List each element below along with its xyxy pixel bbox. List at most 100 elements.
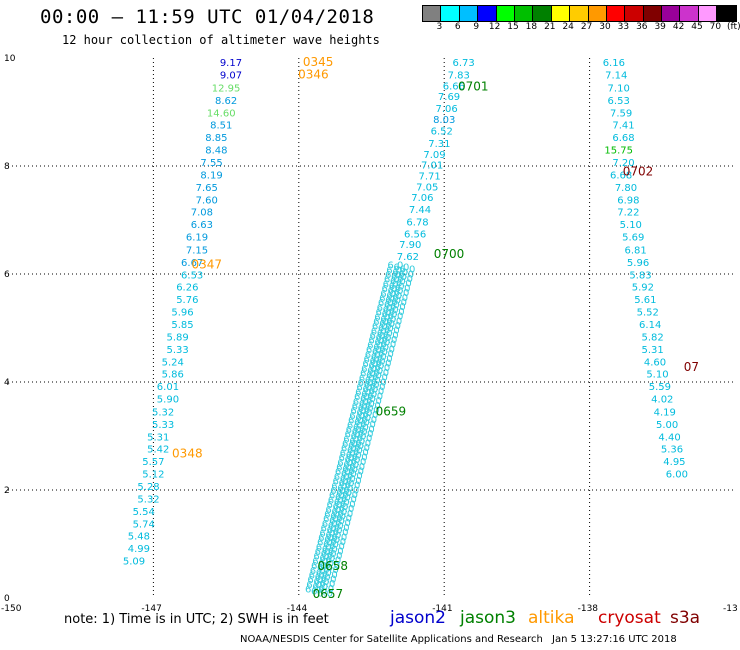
- track-time-label: 0700: [434, 247, 465, 261]
- wave-height-value: 7.83: [448, 71, 470, 82]
- wave-height-value: 9.17: [220, 58, 242, 69]
- swath-mark: 6.0: [379, 344, 395, 355]
- wave-height-value: 6.73: [452, 58, 474, 69]
- wave-height-value: 5.83: [629, 270, 651, 281]
- swath-mark: 6.0: [329, 516, 345, 527]
- swath-mark: 6.0: [309, 571, 325, 582]
- wave-height-value: 7.71: [419, 172, 441, 183]
- swath-mark: 6.0: [362, 359, 378, 370]
- swath-mark: 6.0: [387, 286, 403, 297]
- wave-height-value: 8.85: [205, 133, 227, 144]
- wave-height-value: 5.96: [171, 308, 193, 319]
- swath-mark: 6.0: [365, 375, 381, 386]
- y-tick-label: 10: [4, 54, 16, 64]
- colorbar-swatch: [478, 6, 497, 21]
- colorbar-label: 6: [454, 22, 461, 32]
- swath-mark: 6.0: [391, 272, 407, 283]
- swath-mark: 6.0: [347, 446, 363, 457]
- wave-height-value: 5.24: [162, 357, 184, 368]
- wave-height-value: 7.22: [617, 208, 639, 219]
- colorbar-swatch: [625, 6, 644, 21]
- swath-mark: 6.0: [371, 352, 387, 363]
- swath-mark: 6.0: [380, 314, 396, 325]
- swath-mark: 6.0: [376, 359, 392, 370]
- wave-height-value: 6.67: [181, 258, 203, 269]
- swath-mark: 6.0: [380, 289, 396, 300]
- swath-mark: 6.0: [341, 444, 357, 455]
- y-tick-label: 4: [4, 378, 10, 388]
- wave-height-value: 5.89: [167, 332, 189, 343]
- wave-height-value: 5.33: [167, 345, 189, 356]
- swath-mark: 6.0: [344, 481, 360, 492]
- swath-mark: 6.0: [398, 269, 414, 280]
- swath-mark: 6.0: [374, 312, 390, 323]
- swath-mark: 6.0: [377, 354, 393, 365]
- swath-mark: 6.0: [360, 420, 376, 431]
- swath-mark: 6.0: [349, 462, 365, 473]
- footer-timestamp: Jan 5 13:27:16 UTC 2018: [552, 634, 677, 645]
- swath-mark: 6.0: [399, 265, 415, 276]
- colorbar-label: 39: [654, 22, 666, 32]
- y-tick-label: 6: [4, 270, 10, 280]
- wave-height-value: 5.90: [157, 395, 179, 406]
- colorbar-label: 18: [525, 22, 538, 32]
- track-time-label: 0702: [623, 165, 654, 179]
- swath-mark: 6.0: [373, 368, 389, 379]
- colorbar-label: 21: [544, 22, 556, 32]
- swath-mark: 6.0: [315, 573, 331, 584]
- swath-mark: 6.0: [362, 385, 378, 396]
- swath-mark: 6.0: [374, 338, 390, 349]
- swath-mark: 6.0: [371, 377, 387, 388]
- wave-height-value: 5.82: [641, 332, 663, 343]
- colorbar-swatch: [423, 6, 442, 21]
- swath-mark: 6.0: [378, 349, 394, 360]
- wave-height-value: 4.60: [644, 357, 666, 368]
- wave-height-value: 9.07: [220, 71, 242, 82]
- swath-mark: 6.0: [323, 514, 339, 525]
- footer-credit: NOAA/NESDIS Center for Satellite Applica…: [240, 634, 543, 645]
- colorbar-swatch: [717, 6, 736, 21]
- colorbar-swatch: [662, 6, 681, 21]
- swath-mark: 6.0: [370, 382, 386, 393]
- wave-height-value: 6.66: [443, 81, 465, 92]
- swath-mark: 6.0: [346, 425, 362, 436]
- track-time-label: 0345: [303, 55, 334, 69]
- swath-mark: 6.0: [317, 563, 333, 574]
- wave-height-value: 5.86: [162, 370, 184, 381]
- colorbar-swatch: [680, 6, 699, 21]
- swath-mark: 6.0: [325, 505, 341, 516]
- swath-mark: 6.0: [368, 361, 384, 372]
- swath-mark: 6.0: [350, 406, 366, 417]
- swath-mark: 6.0: [386, 316, 402, 327]
- swath-mark: 6.0: [356, 408, 372, 419]
- swath-mark: 6.0: [353, 448, 369, 459]
- swath-mark: 6.0: [364, 380, 380, 391]
- swath-mark: 6.0: [385, 270, 401, 281]
- wave-height-value: 6.56: [404, 229, 426, 240]
- swath-mark: 6.0: [311, 587, 327, 598]
- swath-mark: 6.0: [336, 513, 352, 524]
- colorbar-label: 30: [599, 22, 611, 32]
- swath-mark: 6.0: [333, 502, 349, 513]
- swath-mark: 6.0: [342, 465, 358, 476]
- colorbar-label: 36: [636, 22, 648, 32]
- swath-mark: 6.0: [376, 333, 392, 344]
- swath-mark: 6.0: [322, 519, 338, 530]
- swath-mark: 6.0: [358, 429, 374, 440]
- colorbar-swatch: [496, 6, 515, 21]
- swath-mark: 6.0: [354, 392, 370, 403]
- track-time-label: 0657: [313, 587, 344, 601]
- wave-height-value: 8.03: [433, 115, 455, 126]
- swath-mark: 6.0: [373, 317, 389, 328]
- swath-mark: 6.0: [361, 415, 377, 426]
- colorbar-label: 42: [672, 22, 685, 32]
- swath-mark: 6.0: [362, 410, 378, 421]
- swath-mark: 6.0: [331, 507, 347, 518]
- y-tick-label: 8: [4, 162, 10, 172]
- swath-mark: 6.0: [337, 509, 353, 520]
- swath-mark: 6.0: [334, 523, 350, 534]
- swath-mark: 6.0: [378, 298, 394, 309]
- swath-mark: 6.0: [338, 453, 354, 464]
- swath-mark: 6.0: [361, 389, 377, 400]
- wave-height-value: 5.36: [661, 445, 683, 456]
